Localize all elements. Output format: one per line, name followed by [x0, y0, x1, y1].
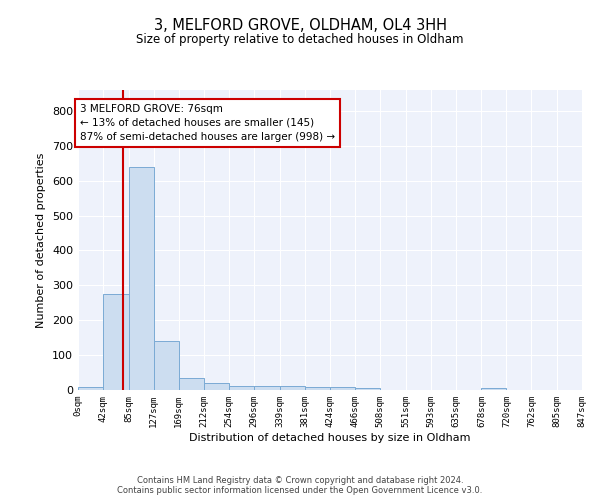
Y-axis label: Number of detached properties: Number of detached properties: [37, 152, 46, 328]
Bar: [204, 383, 229, 390]
Bar: [179, 378, 204, 390]
Bar: [229, 386, 254, 390]
Bar: [154, 341, 179, 390]
Bar: [305, 386, 330, 390]
Bar: [128, 166, 154, 390]
Bar: [280, 386, 305, 390]
Bar: [78, 387, 103, 390]
Bar: [481, 388, 506, 390]
Text: 3, MELFORD GROVE, OLDHAM, OL4 3HH: 3, MELFORD GROVE, OLDHAM, OL4 3HH: [154, 18, 446, 32]
Bar: [330, 386, 355, 390]
Bar: [254, 386, 280, 390]
Text: Size of property relative to detached houses in Oldham: Size of property relative to detached ho…: [136, 32, 464, 46]
Text: Contains HM Land Registry data © Crown copyright and database right 2024.
Contai: Contains HM Land Registry data © Crown c…: [118, 476, 482, 495]
Bar: [103, 294, 128, 390]
X-axis label: Distribution of detached houses by size in Oldham: Distribution of detached houses by size …: [189, 432, 471, 442]
Text: 3 MELFORD GROVE: 76sqm
← 13% of detached houses are smaller (145)
87% of semi-de: 3 MELFORD GROVE: 76sqm ← 13% of detached…: [80, 104, 335, 142]
Bar: [355, 388, 380, 390]
